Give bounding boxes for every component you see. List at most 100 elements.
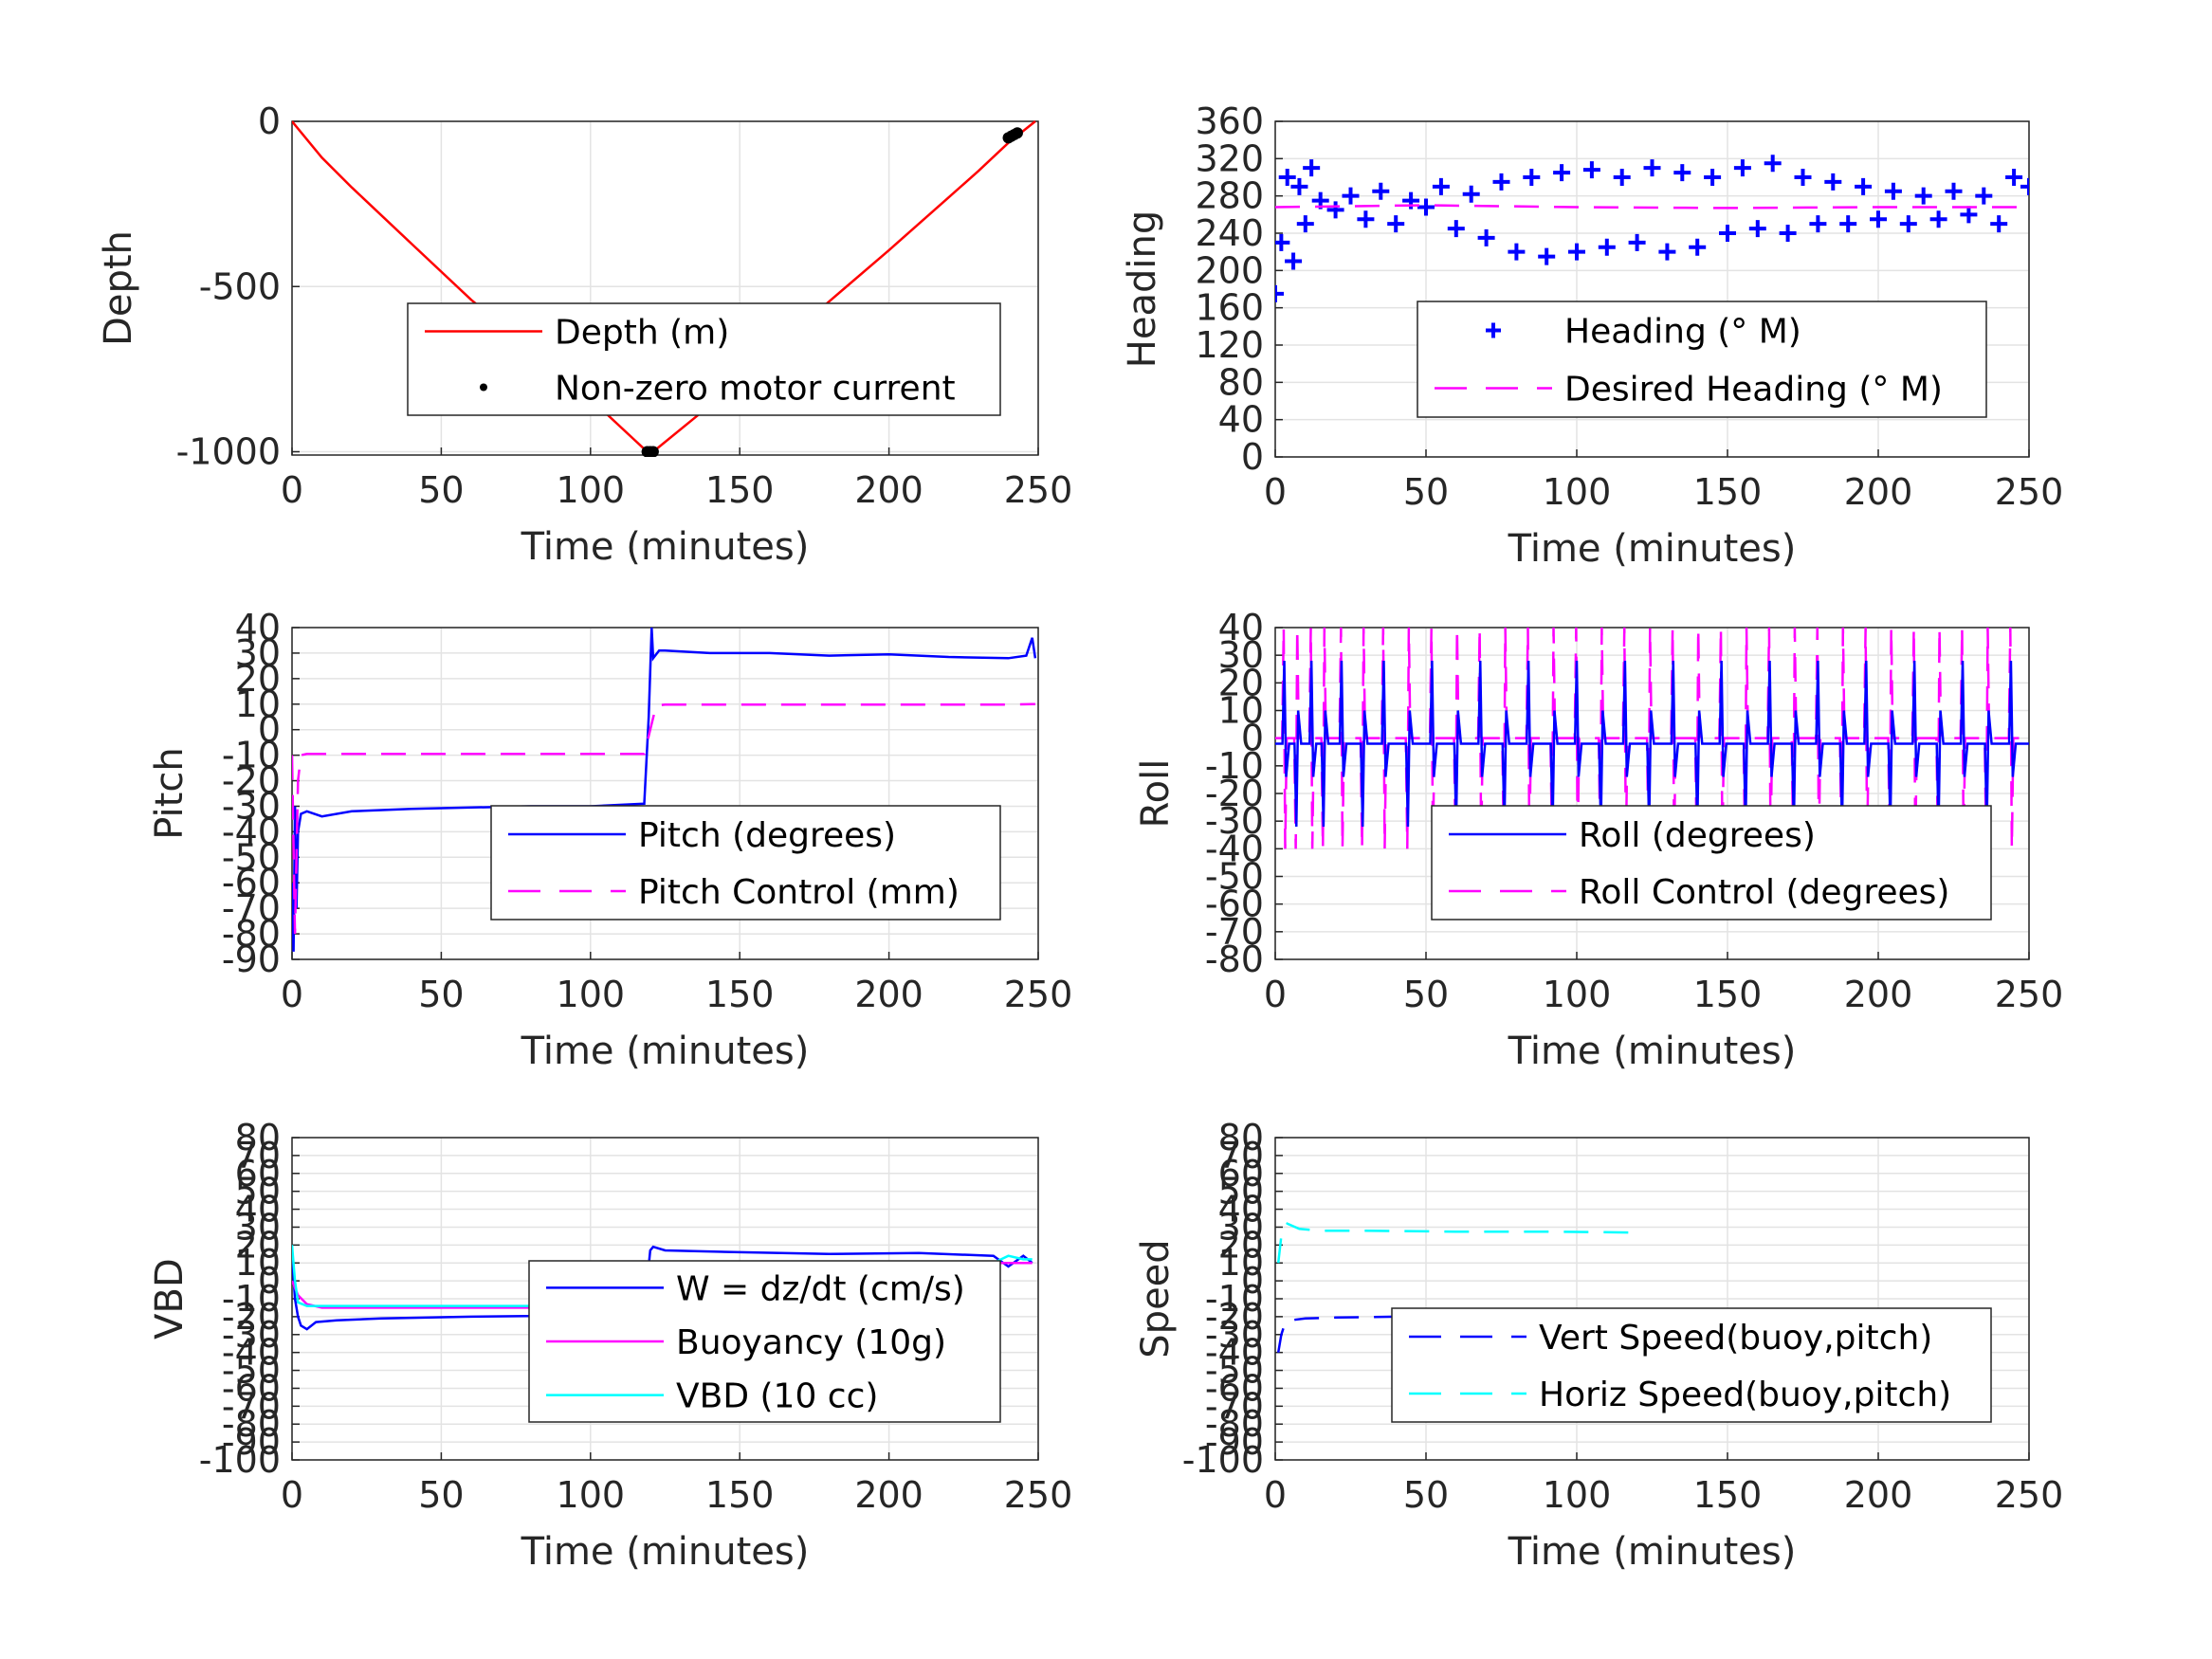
x-tick-label: 250 bbox=[1995, 974, 2064, 1015]
y-tick-label: 0 bbox=[1241, 718, 1264, 759]
heading-point bbox=[1523, 169, 1541, 186]
y-tick-label: 20 bbox=[1218, 662, 1264, 703]
x-tick-label: 100 bbox=[557, 974, 626, 1015]
y-tick-label: 30 bbox=[1218, 634, 1264, 676]
y-tick-label: -20 bbox=[1205, 1296, 1264, 1338]
roll-line bbox=[1275, 660, 2029, 828]
x-tick-label: 150 bbox=[705, 974, 775, 1015]
y-tick-label: -90 bbox=[1205, 1421, 1264, 1463]
x-tick-label: 0 bbox=[281, 469, 303, 511]
x-axis-label: Time (minutes) bbox=[521, 525, 810, 569]
heading-point bbox=[2020, 177, 2029, 195]
y-tick-label: -70 bbox=[222, 887, 281, 929]
heading-point bbox=[1290, 177, 1308, 195]
x-tick-label: 50 bbox=[418, 974, 464, 1015]
y-tick-label: -20 bbox=[222, 760, 281, 802]
x-tick-label: 100 bbox=[1543, 1474, 1612, 1516]
x-tick-label: 50 bbox=[1403, 974, 1449, 1015]
y-tick-label: -70 bbox=[222, 1385, 281, 1427]
y-tick-label: -40 bbox=[1205, 828, 1264, 869]
legend: Pitch (degrees) Pitch Control (mm) bbox=[490, 805, 1001, 921]
heading-point bbox=[1960, 206, 1978, 224]
heading-point bbox=[1432, 177, 1450, 195]
legend-swatch bbox=[1486, 322, 1501, 338]
heading-point bbox=[1508, 243, 1526, 261]
heading-point bbox=[1658, 243, 1676, 261]
subplot-3: 0 50 100 150 200 250403020100-10-20-30-40-50-… bbox=[148, 607, 1072, 1073]
y-tick-label: -50 bbox=[1205, 1350, 1264, 1392]
heading-point bbox=[1748, 220, 1766, 238]
legend-swatch bbox=[480, 383, 487, 392]
y-tick-label: -30 bbox=[222, 1314, 281, 1356]
y-tick-label: 0 bbox=[258, 1260, 281, 1302]
y-tick-label: 30 bbox=[1218, 1206, 1264, 1248]
legend-box bbox=[1417, 301, 1987, 418]
x-tick-label: 150 bbox=[705, 469, 775, 511]
heading-point bbox=[1275, 233, 1290, 251]
heading-point bbox=[1538, 247, 1556, 265]
series-line-2 bbox=[292, 702, 1035, 935]
series-line-2 bbox=[1276, 1222, 1632, 1264]
heading-point bbox=[1884, 182, 1902, 200]
x-tick-label: 50 bbox=[1403, 471, 1449, 513]
heading-point bbox=[1342, 187, 1360, 205]
y-tick-label: -60 bbox=[222, 862, 281, 903]
heading-point bbox=[1462, 185, 1480, 203]
y-tick-label: -60 bbox=[222, 1367, 281, 1409]
x-tick-label: 0 bbox=[281, 974, 303, 1015]
y-tick-label: 40 bbox=[1218, 399, 1264, 441]
heading-point bbox=[1372, 182, 1390, 200]
x-axis-label: Time (minutes) bbox=[1508, 527, 1797, 571]
subplot-2: 0 50 100 150 200 2500408012016020024028032036… bbox=[1121, 100, 2063, 571]
y-tick-label: -40 bbox=[222, 1332, 281, 1374]
y-tick-label: 50 bbox=[1218, 1171, 1264, 1212]
heading-point bbox=[1914, 187, 1932, 205]
plot-area bbox=[1275, 155, 2029, 302]
x-tick-label: 100 bbox=[1543, 974, 1612, 1015]
x-tick-label: 200 bbox=[1844, 974, 1913, 1015]
legend: Roll (degrees) Roll Control (degrees) bbox=[1431, 805, 1992, 921]
x-tick-label: 250 bbox=[1995, 1474, 2064, 1516]
legend: Vert Speed(buoy,pitch) Horiz Speed(buoy,p… bbox=[1391, 1307, 1992, 1423]
y-tick-label: -10 bbox=[222, 1278, 281, 1320]
legend-label: Non-zero motor current bbox=[555, 370, 956, 409]
y-tick-label: 70 bbox=[1218, 1135, 1264, 1176]
legend: W = dz/dt (cm/s) Buoyancy (10g) VBD (10 cc… bbox=[528, 1260, 1001, 1423]
heading-point bbox=[1553, 164, 1571, 182]
y-tick-label: -30 bbox=[1205, 800, 1264, 842]
heading-point bbox=[1929, 210, 1947, 228]
y-tick-label: -10 bbox=[1205, 745, 1264, 787]
heading-point bbox=[1492, 173, 1510, 191]
legend-label: Depth (m) bbox=[555, 314, 729, 353]
legend-box bbox=[490, 805, 1001, 921]
heading-point bbox=[1870, 210, 1887, 228]
y-tick-label: 20 bbox=[235, 658, 281, 700]
y-tick-label: 10 bbox=[1218, 690, 1264, 732]
subplot-6: 0 50 100 150 200 25080706050403020100-10-20-3… bbox=[1134, 1117, 2063, 1574]
y-tick-label: 80 bbox=[1218, 361, 1264, 403]
y-tick-label: -40 bbox=[1205, 1332, 1264, 1374]
series-line-2 bbox=[1275, 204, 2029, 210]
y-tick-label: 80 bbox=[1218, 1117, 1264, 1158]
heading-point bbox=[1689, 238, 1707, 256]
y-tick-label: 10 bbox=[1218, 1242, 1264, 1284]
y-tick-label: -100 bbox=[1182, 1439, 1264, 1481]
legend-box bbox=[407, 302, 1001, 416]
heading-point bbox=[1719, 225, 1736, 242]
legend-label: Roll (degrees) bbox=[1579, 816, 1816, 855]
axes-box bbox=[291, 627, 1039, 960]
y-tick-label: 30 bbox=[235, 1206, 281, 1248]
x-axis-label: Time (minutes) bbox=[521, 1030, 810, 1073]
motor-current-point bbox=[1011, 127, 1023, 139]
y-tick-label: 30 bbox=[235, 632, 281, 674]
legend-box bbox=[1391, 1307, 1992, 1423]
heading-point bbox=[1387, 215, 1405, 233]
heading-point bbox=[1582, 161, 1600, 179]
legend: Heading (° M) Desired Heading (° M) bbox=[1417, 301, 1987, 418]
y-tick-label: 320 bbox=[1195, 137, 1264, 179]
y-tick-label: 40 bbox=[1218, 1189, 1264, 1231]
x-tick-label: 50 bbox=[418, 469, 464, 511]
x-tick-label: 100 bbox=[1543, 471, 1612, 513]
heading-point bbox=[1704, 169, 1722, 186]
x-tick-label: 150 bbox=[1693, 1474, 1763, 1516]
